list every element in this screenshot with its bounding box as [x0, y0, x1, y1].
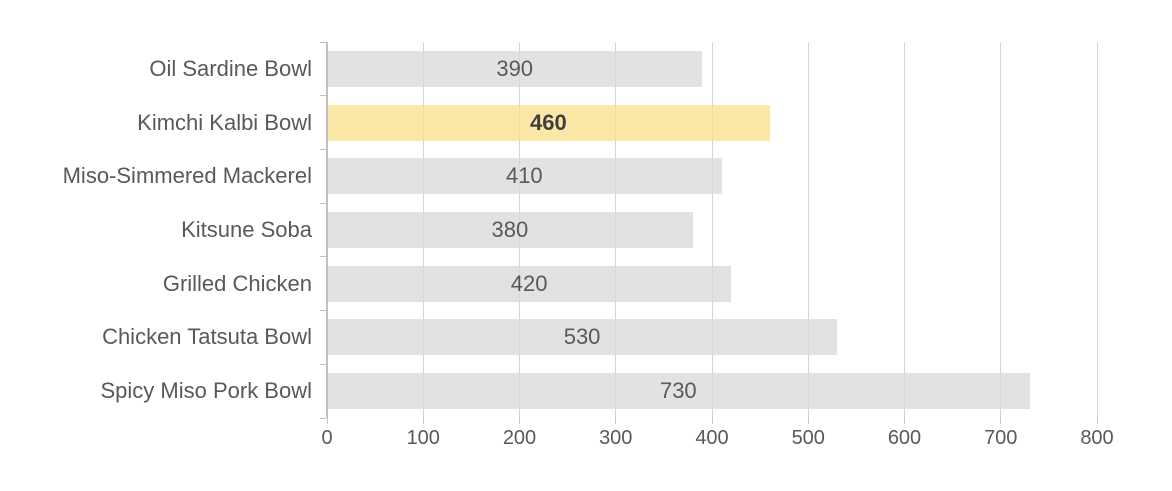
bar-oil-sardine-bowl: 390 — [327, 50, 703, 87]
bar-value-label: 420 — [510, 270, 548, 296]
axis-tick-mark — [320, 310, 326, 312]
bar-value-label: 390 — [496, 55, 534, 81]
axis-tick-mark — [320, 363, 326, 365]
bar-value-label: 730 — [659, 378, 697, 404]
bar-chicken-tatsuta-bowl: 530 — [327, 319, 838, 356]
gridline — [1096, 42, 1098, 418]
axis-tick-mark — [422, 418, 424, 424]
axis-tick-mark — [1000, 418, 1002, 424]
axis-tick-mark — [904, 418, 905, 424]
bar-spicy-miso-pork-bowl: 730 — [327, 373, 1030, 410]
axis-tick-mark — [320, 417, 326, 419]
category-label: Kimchi Kalbi Bowl — [137, 109, 312, 135]
category-label: Spicy Miso Pork Bowl — [100, 378, 312, 404]
x-tick-label: 500 — [791, 427, 825, 449]
axis-tick-mark — [320, 256, 326, 258]
category-axis-line — [326, 42, 328, 418]
bar-value-label: 460 — [530, 109, 567, 135]
axis-tick-mark — [711, 418, 713, 424]
gridline — [807, 42, 809, 418]
plot-area: 390 460 410 380 420 530 730 — [320, 41, 1098, 424]
gridline — [904, 42, 905, 418]
category-label: Kitsune Soba — [181, 217, 312, 242]
category-label: Chicken Tatsuta Bowl — [102, 324, 312, 350]
axis-tick-mark — [320, 95, 326, 97]
bar-kimchi-kalbi-bowl: 460 — [327, 104, 770, 141]
category-label: Oil Sardine Bowl — [149, 55, 312, 81]
x-tick-label: 100 — [406, 427, 440, 449]
axis-tick-mark — [615, 418, 617, 424]
axis-tick-mark — [519, 418, 520, 424]
axis-tick-mark — [320, 41, 326, 43]
axis-tick-mark — [1096, 418, 1098, 424]
x-tick-label: 200 — [502, 427, 537, 449]
gridline — [711, 42, 713, 418]
bar-grilled-chicken: 420 — [327, 265, 732, 302]
bar-kitsune-soba: 380 — [327, 212, 693, 248]
bar-value-label: 530 — [563, 324, 601, 350]
bar-value-label: 380 — [491, 217, 529, 242]
x-tick-label: 400 — [695, 427, 729, 449]
axis-tick-mark — [326, 418, 328, 424]
x-tick-label: 700 — [984, 427, 1018, 449]
category-label: Grilled Chicken — [162, 270, 312, 296]
axis-tick-mark — [320, 202, 326, 204]
x-tick-label: 600 — [887, 427, 922, 449]
axis-tick-mark — [807, 418, 809, 424]
bar-miso-simmered-mackerel: 410 — [327, 158, 722, 195]
gridline — [1000, 42, 1002, 418]
category-label: Miso-Simmered Mackerel — [62, 163, 312, 189]
x-tick-label: 300 — [599, 427, 633, 449]
x-tick-label: 0 — [321, 427, 333, 449]
axis-tick-mark — [320, 148, 326, 150]
x-tick-label: 800 — [1080, 427, 1114, 449]
bar-value-label: 410 — [505, 163, 543, 189]
